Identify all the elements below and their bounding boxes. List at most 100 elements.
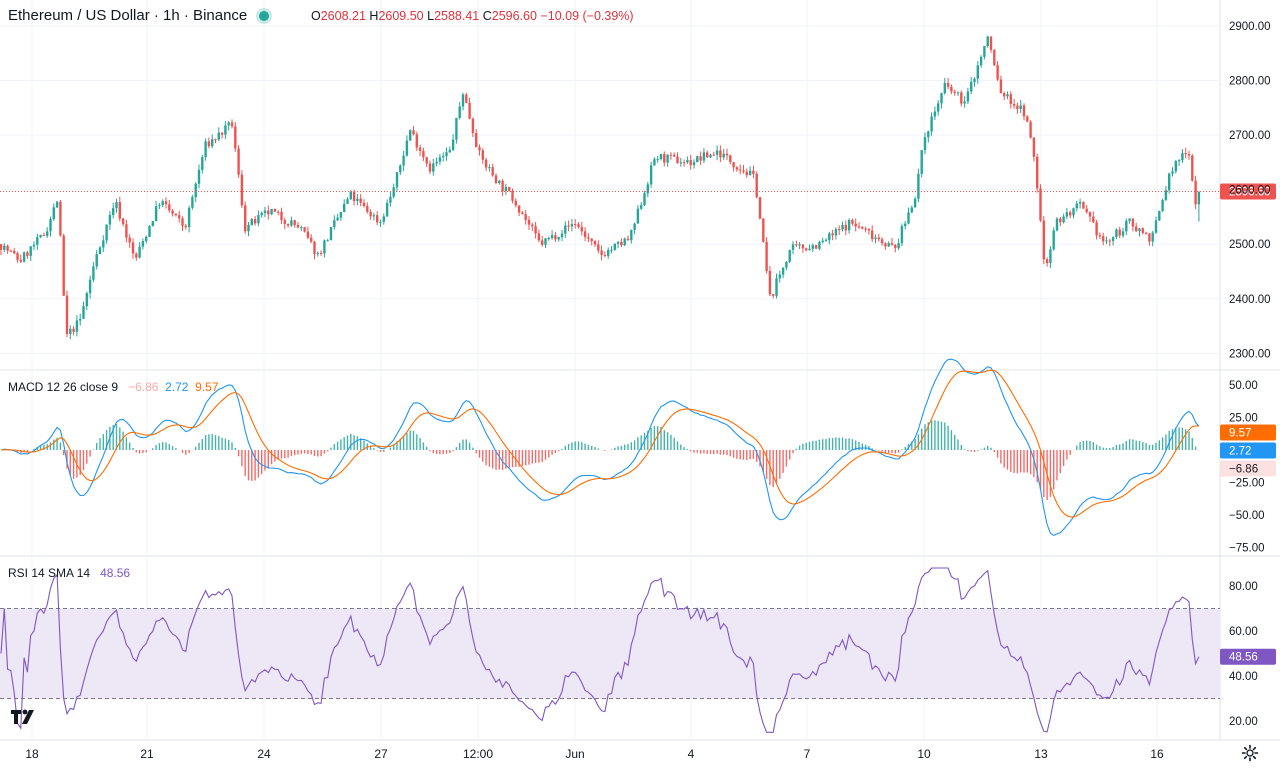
tradingview-logo-icon[interactable] (10, 708, 38, 726)
candle-body (560, 233, 564, 238)
candle-body (537, 233, 541, 241)
candle-body (343, 203, 346, 213)
candle-body (620, 241, 623, 246)
candle-body (204, 141, 207, 158)
candle-body (900, 226, 904, 244)
candle-body (874, 237, 877, 240)
candle-body (1111, 237, 1115, 241)
candle-body (1075, 203, 1078, 209)
macd-tick-label: −25.00 (1229, 478, 1265, 490)
candle-body (237, 148, 240, 175)
candle-body (808, 248, 811, 251)
candle-body (1164, 190, 1168, 200)
candle-body (283, 220, 286, 224)
candle-body (217, 132, 220, 140)
candle-body (22, 252, 26, 262)
candle-body (963, 101, 966, 104)
candle-body (42, 234, 46, 236)
candle-body (1012, 104, 1016, 106)
candle-body (950, 86, 953, 92)
macd-pane[interactable]: 9.57 2.72 −6.86 (0, 358, 1276, 537)
candle-body (930, 116, 933, 132)
candle-body (864, 228, 867, 230)
candle-body (296, 225, 300, 228)
candle-body (913, 198, 917, 208)
price-tick-label: 2600.00 (1229, 185, 1271, 197)
candle-body (857, 226, 861, 228)
candle-body (801, 244, 805, 249)
candle-body (184, 225, 187, 228)
candle-body (917, 173, 920, 199)
candle-body (168, 204, 171, 211)
candle-body (55, 201, 59, 208)
candle-body (920, 150, 923, 174)
ohlc-readout: O2608.21 H2609.50 L2588.41 C2596.60 −10.… (311, 9, 634, 23)
candle-body (989, 36, 993, 50)
low-value: 2588.41 (434, 9, 480, 23)
candle-body (993, 49, 996, 66)
candle-body (333, 220, 336, 228)
rsi-line (0, 567, 1200, 733)
candle-body (475, 133, 478, 148)
candle-body (478, 147, 481, 151)
candle-body (953, 91, 956, 93)
candle-body (1191, 155, 1194, 181)
macd-label[interactable]: MACD 12 26 close 9 (8, 380, 119, 394)
candle-body (1006, 94, 1009, 97)
candle-body (758, 197, 762, 219)
candle-body (128, 237, 131, 243)
candle-body (108, 214, 112, 225)
candle-body (745, 171, 748, 176)
macd-signal-value: 9.57 (195, 380, 219, 394)
candle-body (422, 150, 425, 158)
candle-body (29, 246, 32, 256)
candle-body (1102, 236, 1105, 242)
candle-body (369, 211, 372, 217)
candlestick-series[interactable] (0, 35, 1201, 340)
candle-body (98, 247, 102, 255)
macd-legend: MACD 12 26 close 9 −6.86 2.72 9.57 (8, 380, 219, 394)
candle-body (616, 241, 620, 244)
candle-body (65, 295, 69, 335)
candle-body (171, 210, 174, 214)
candle-body (1125, 220, 1128, 232)
time-tick-label: 7 (804, 747, 811, 761)
candle-body (834, 229, 838, 236)
candle-body (554, 235, 557, 240)
candle-body (567, 225, 570, 227)
candle-body (230, 122, 234, 127)
candle-body (877, 237, 880, 240)
candle-body (148, 226, 151, 237)
candle-body (491, 167, 494, 176)
candle-body (805, 248, 808, 251)
candle-body (742, 170, 745, 172)
close-value: 2596.60 (491, 9, 537, 23)
candle-body (1151, 232, 1154, 242)
rsi-pane[interactable]: 48.56 (0, 567, 1276, 733)
candle-body (372, 215, 376, 217)
candle-body (402, 155, 405, 166)
candle-body (791, 244, 795, 250)
candle-body (326, 240, 329, 242)
candle-body (778, 274, 781, 279)
candle-body (937, 103, 940, 112)
candle-body (861, 226, 864, 229)
candle-body (795, 244, 798, 246)
candle-body (669, 154, 673, 156)
candle-body (359, 198, 362, 203)
candle-body (712, 154, 715, 156)
candle-body (1009, 94, 1012, 105)
settings-gear-icon[interactable] (1241, 744, 1259, 762)
rsi-band (0, 608, 1220, 699)
candle-body (174, 213, 178, 216)
macd-tick-label: 25.00 (1229, 413, 1258, 425)
rsi-label[interactable]: RSI 14 SMA 14 (8, 566, 91, 580)
candle-body (1085, 208, 1088, 213)
symbol-title[interactable]: Ethereum / US Dollar · 1h · Binance (8, 7, 248, 24)
candle-body (1141, 228, 1144, 233)
candle-body (1019, 105, 1022, 109)
time-tick-label: 10 (917, 747, 931, 761)
candle-body (131, 242, 135, 254)
macd-signal-tag (1220, 424, 1276, 441)
